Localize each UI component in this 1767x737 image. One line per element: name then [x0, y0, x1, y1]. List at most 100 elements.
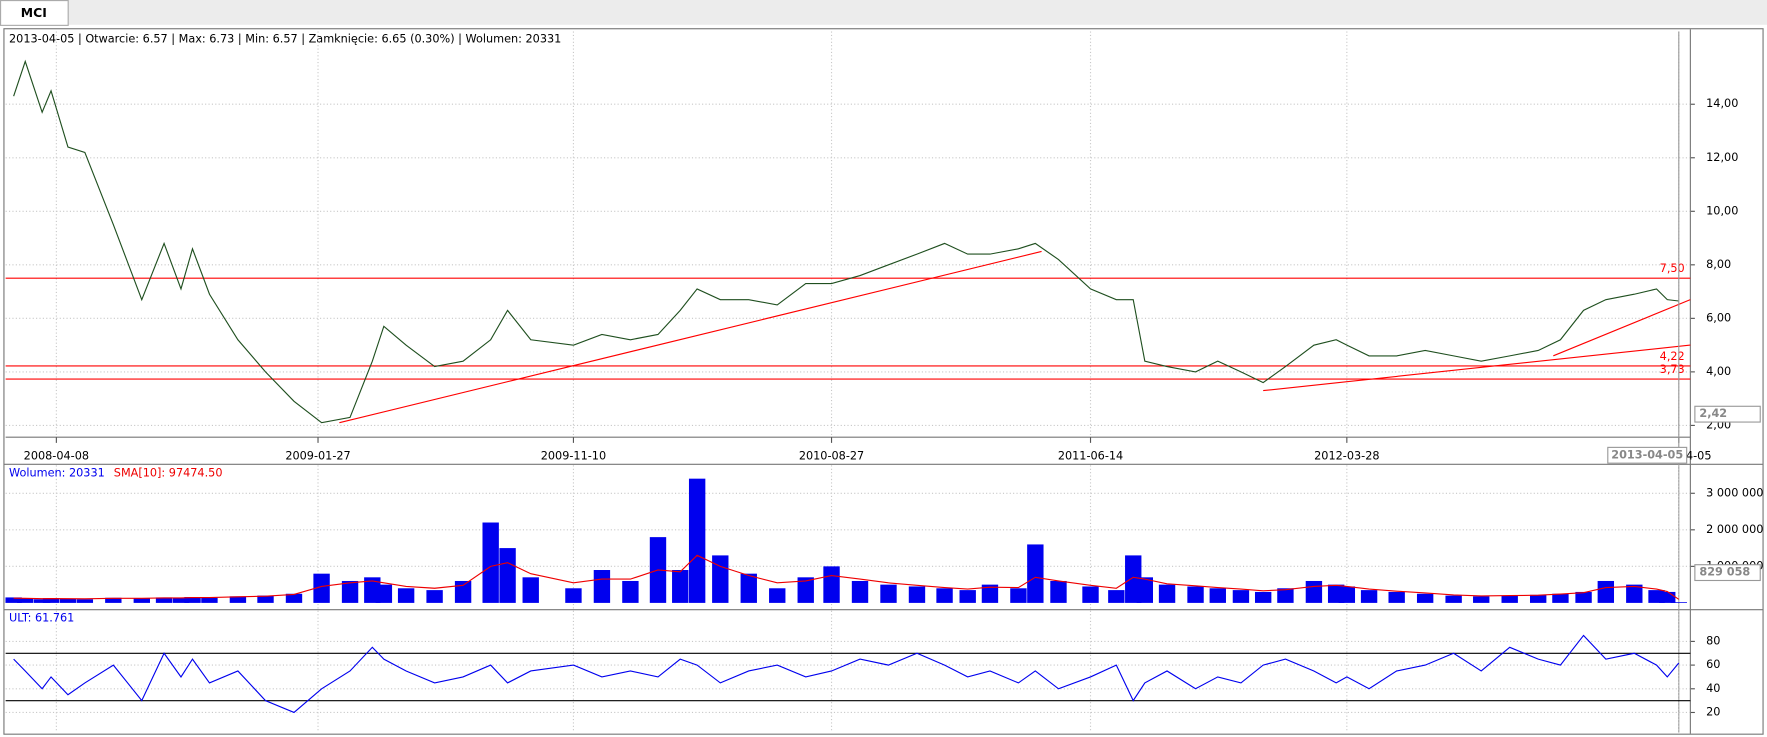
series-line [13, 554, 1680, 600]
volume-bar [1338, 586, 1356, 603]
volume-bar [1670, 602, 1687, 603]
x-tick-label: 2011-06-14 [1058, 449, 1123, 462]
x-tick-label: 2008-04-08 [24, 449, 89, 462]
volume-bar [42, 598, 60, 603]
volume-bar [769, 588, 786, 603]
cursor-x-label: 2013-04-05 [1611, 448, 1683, 461]
volume-bar [1082, 586, 1099, 603]
trend-line [1553, 299, 1691, 357]
volume-bar [1108, 590, 1125, 603]
x-tick-label: 2010-08-27 [799, 449, 864, 462]
x-tick-label: 2012-03-28 [1314, 449, 1379, 462]
volume-bar [1473, 596, 1490, 603]
volume-bar [341, 580, 359, 603]
legend-entry: Wolumen: 20331 [9, 466, 105, 479]
y-tick-label: 8,00 [1706, 258, 1731, 271]
level-label: 7,50 [1660, 262, 1685, 275]
volume-bar [936, 588, 953, 603]
volume-bar [622, 580, 639, 603]
volume-bar [1552, 593, 1569, 603]
volume-bar [499, 548, 516, 603]
volume-bar [981, 584, 999, 603]
volume-bar [880, 584, 897, 603]
chart-frame [3, 28, 1764, 735]
volume-bar [688, 478, 706, 603]
volume-bar [201, 597, 218, 603]
volume-bar [482, 522, 499, 603]
volume-bar [1136, 577, 1154, 603]
volume-bar [375, 584, 393, 603]
x-tick-label: 2009-11-10 [541, 449, 606, 462]
volume-bar [1232, 590, 1250, 603]
volume-bar [1529, 594, 1547, 603]
tab-bar [0, 0, 1767, 25]
volume-bar [1597, 580, 1615, 603]
price-line [13, 59, 1679, 424]
y-tick-label: 60 [1706, 658, 1720, 671]
volume-bar [672, 570, 689, 603]
y-tick-label: 6,00 [1706, 311, 1731, 324]
volume-bar [1305, 580, 1323, 603]
trend-line [339, 250, 1042, 424]
volume-bar [1501, 595, 1518, 603]
y-tick-label: 12,00 [1706, 151, 1738, 164]
volume-bar [133, 598, 150, 603]
volume-bar [1659, 591, 1676, 603]
volume-bar [823, 566, 840, 603]
volume-bar [257, 595, 274, 603]
volume-bar [908, 586, 926, 603]
volume-bar [565, 588, 582, 603]
volume-bar [959, 590, 976, 603]
volume-bar [76, 599, 94, 603]
y-tick-label: 80 [1706, 634, 1720, 647]
volume-bar [285, 593, 303, 603]
volume-bar [105, 597, 122, 603]
volume-bar [1277, 588, 1294, 603]
volume-bar [1050, 580, 1067, 603]
volume-bar [59, 598, 77, 603]
tab[interactable] [0, 0, 69, 26]
volume-bar [1445, 595, 1462, 603]
volume-bar [1388, 591, 1405, 603]
y-tick-label: 20 [1706, 705, 1720, 718]
volume-bar [155, 597, 173, 603]
volume-bar [5, 597, 22, 603]
y-tick-label: 3 000 000 [1706, 486, 1763, 499]
y-tick-label: 14,00 [1706, 97, 1738, 110]
y-tick-label: 2 000 000 [1706, 523, 1763, 536]
level-label: 3,73 [1660, 363, 1685, 376]
volume-bar [184, 597, 201, 603]
volume-bar [797, 577, 814, 603]
y-tick-label: 10,00 [1706, 204, 1738, 217]
trend-line [1263, 344, 1691, 392]
volume-bar [1626, 584, 1643, 603]
cursor-box [1694, 405, 1761, 423]
y-tick-label: 40 [1706, 682, 1720, 695]
legend-entry: ULT: 61.761 [9, 612, 74, 625]
volume-bar [522, 577, 539, 603]
volume-bar [172, 598, 190, 603]
volume-bar [740, 573, 757, 603]
tab-label[interactable]: MCI [21, 5, 47, 20]
volume-bar [851, 580, 869, 603]
series-line [13, 634, 1680, 714]
volume-bar [17, 598, 34, 603]
legend-entry: SMA[10]: 97474.50 [114, 466, 223, 479]
volume-bar [229, 596, 247, 603]
volume-bar [1158, 584, 1176, 603]
cursor-x-box [1607, 446, 1688, 464]
volume-bar [1360, 590, 1378, 603]
volume-bar [426, 590, 443, 603]
volume-bar [454, 580, 472, 603]
volume-bar [33, 599, 51, 603]
volume-bar [1416, 593, 1434, 603]
cursor-label: 2,42 [1699, 407, 1727, 420]
volume-bar [1575, 591, 1592, 603]
volume-bar [1010, 588, 1027, 603]
volume-bar [1209, 588, 1226, 603]
x-tick-label: 2009-01-27 [285, 449, 350, 462]
volume-bar [1254, 591, 1272, 603]
y-tick-label: 4,00 [1706, 365, 1731, 378]
